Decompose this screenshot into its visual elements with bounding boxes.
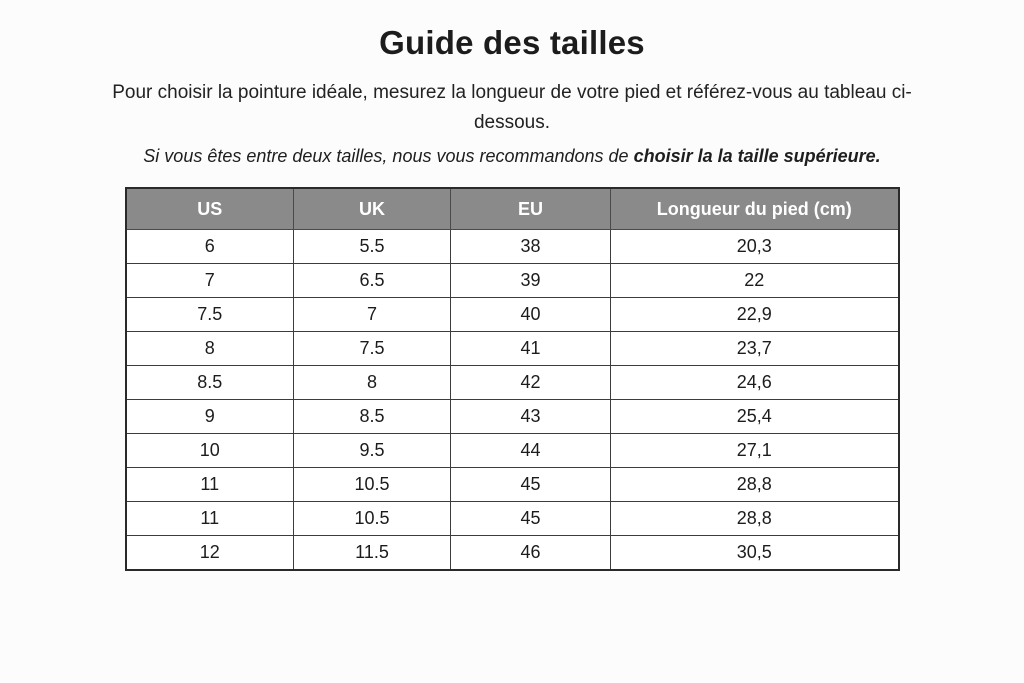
table-row: 10 9.5 44 27,1 [125, 433, 899, 468]
note-bold-text: choisir la la taille supérieure. [633, 146, 881, 166]
column-header-eu: EU [450, 187, 611, 230]
column-header-us: US [125, 187, 294, 230]
table-cell: 20,3 [610, 229, 899, 264]
column-header-foot-length: Longueur du pied (cm) [610, 187, 899, 230]
table-row: 7 6.5 39 22 [125, 263, 899, 298]
table-cell: 10 [125, 433, 294, 468]
table-row: 11 10.5 45 28,8 [125, 501, 899, 536]
table-cell: 11.5 [293, 535, 451, 571]
table-body: 6 5.5 38 20,3 7 6.5 39 22 7.5 7 40 22,9 8 7.5 41 23,7 8.… [125, 229, 899, 571]
table-cell: 24,6 [610, 365, 899, 400]
table-cell: 6 [125, 229, 294, 264]
column-header-uk: UK [293, 187, 451, 230]
table-cell: 46 [450, 535, 611, 571]
table-cell: 22 [610, 263, 899, 298]
table-cell: 9.5 [293, 433, 451, 468]
table-cell: 43 [450, 399, 611, 434]
table-row: 12 11.5 46 30,5 [125, 535, 899, 571]
table-row: 7.5 7 40 22,9 [125, 297, 899, 332]
table-cell: 7.5 [125, 297, 294, 332]
table-cell: 41 [450, 331, 611, 366]
table-cell: 8 [293, 365, 451, 400]
table-cell: 8.5 [125, 365, 294, 400]
size-guide-description: Pour choisir la pointure idéale, mesurez… [112, 82, 912, 133]
table-row: 8 7.5 41 23,7 [125, 331, 899, 366]
size-conversion-table: US UK EU Longueur du pied (cm) 6 5.5 38 20,3 7 6… [124, 187, 900, 571]
table-cell: 8.5 [293, 399, 451, 434]
table-cell: 45 [450, 467, 611, 502]
table-cell: 6.5 [293, 263, 451, 298]
table-cell: 28,8 [610, 501, 899, 536]
table-cell: 5.5 [293, 229, 451, 264]
table-cell: 42 [450, 365, 611, 400]
table-header: US UK EU Longueur du pied (cm) [125, 187, 899, 230]
table-cell: 22,9 [610, 297, 899, 332]
page-title: Guide des tailles [379, 24, 645, 61]
table-cell: 11 [125, 501, 294, 536]
table-cell: 10.5 [293, 467, 451, 502]
note-regular-text: Si vous êtes entre deux tailles, nous vo… [143, 146, 634, 166]
table-cell: 7 [293, 297, 451, 332]
table-cell: 11 [125, 467, 294, 502]
table-cell: 23,7 [610, 331, 899, 366]
table-cell: 12 [125, 535, 294, 571]
table-cell: 8 [125, 331, 294, 366]
table-row: 9 8.5 43 25,4 [125, 399, 899, 434]
table-cell: 30,5 [610, 535, 899, 571]
table-row: 8.5 8 42 24,6 [125, 365, 899, 400]
size-guide-note: Si vous êtes entre deux tailles, nous vo… [0, 146, 1024, 167]
table-row: 11 10.5 45 28,8 [125, 467, 899, 502]
table-cell: 7.5 [293, 331, 451, 366]
table-cell: 45 [450, 501, 611, 536]
table-cell: 44 [450, 433, 611, 468]
table-cell: 40 [450, 297, 611, 332]
table-cell: 38 [450, 229, 611, 264]
table-cell: 9 [125, 399, 294, 434]
table-cell: 39 [450, 263, 611, 298]
table-header-row: US UK EU Longueur du pied (cm) [125, 187, 899, 230]
table-cell: 7 [125, 263, 294, 298]
table-cell: 27,1 [610, 433, 899, 468]
table-cell: 25,4 [610, 399, 899, 434]
table-row: 6 5.5 38 20,3 [125, 229, 899, 264]
table-cell: 28,8 [610, 467, 899, 502]
table-cell: 10.5 [293, 501, 451, 536]
